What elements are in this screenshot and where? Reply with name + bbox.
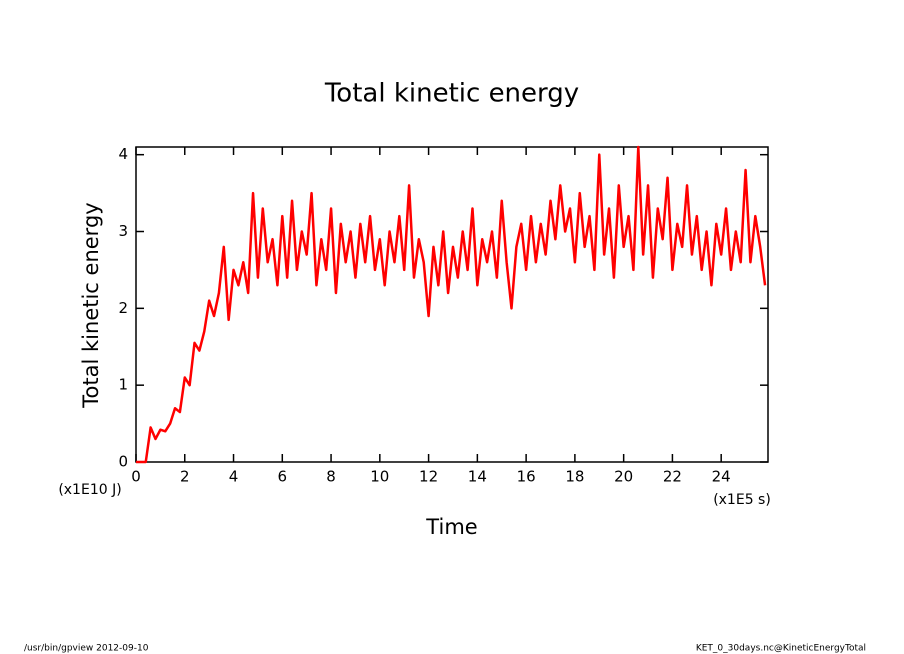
x-axis-label: Time xyxy=(425,515,477,539)
plot-frame xyxy=(135,146,769,463)
footer-left: /usr/bin/gpview 2012-09-10 xyxy=(24,644,149,654)
chart-title: Total kinetic energy xyxy=(324,79,579,109)
y-unit: (x1E10 J) xyxy=(58,482,121,498)
y-tick-label: 1 xyxy=(118,376,128,394)
x-tick-label: 20 xyxy=(614,468,633,486)
x-tick-label: 4 xyxy=(229,468,239,486)
x-tick-label: 10 xyxy=(370,468,389,486)
y-tick-label: 0 xyxy=(118,453,128,471)
x-tick-label: 2 xyxy=(180,468,190,486)
x-tick-label: 8 xyxy=(326,468,336,486)
x-tick-label: 0 xyxy=(131,468,141,486)
x-tick-label: 14 xyxy=(468,468,487,486)
y-axis-label: Total kinetic energy xyxy=(79,202,103,408)
x-tick-label: 16 xyxy=(517,468,536,486)
x-tick-label: 24 xyxy=(712,468,731,486)
x-unit: (x1E5 s) xyxy=(713,492,771,508)
x-tick-label: 22 xyxy=(663,468,682,486)
data-line xyxy=(136,145,767,464)
x-tick-label: 18 xyxy=(565,468,584,486)
footer-right: KET_0_30days.nc@KineticEnergyTotal xyxy=(696,644,866,654)
x-tick-label: 12 xyxy=(419,468,438,486)
y-tick-label: 3 xyxy=(118,222,128,240)
y-tick-label: 4 xyxy=(118,145,128,163)
x-tick-label: 6 xyxy=(278,468,288,486)
y-tick-label: 2 xyxy=(118,299,128,317)
